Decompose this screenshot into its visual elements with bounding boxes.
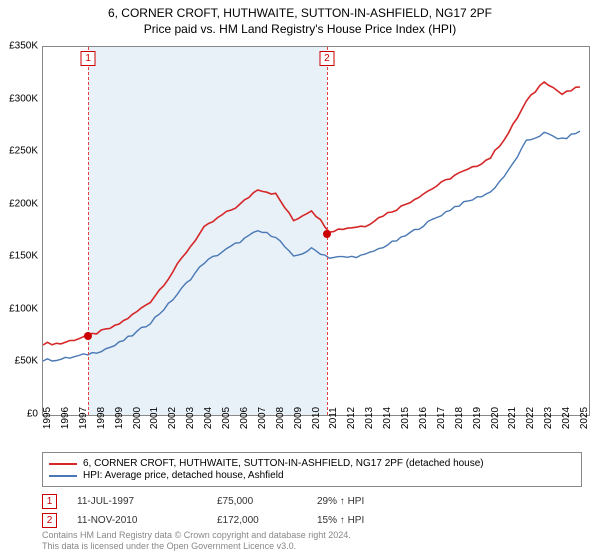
x-tick-label: 2023 xyxy=(543,407,554,429)
event-vline xyxy=(88,47,89,415)
event-marker-dot xyxy=(323,230,331,238)
legend-item: HPI: Average price, detached house, Ashf… xyxy=(49,470,575,481)
x-tick-label: 2007 xyxy=(257,407,268,429)
legend-label: 6, CORNER CROFT, HUTHWAITE, SUTTON-IN-AS… xyxy=(83,458,484,469)
x-axis: 1995199619971998199920002001200220032004… xyxy=(42,416,590,456)
x-tick-label: 1999 xyxy=(114,407,125,429)
legend: 6, CORNER CROFT, HUTHWAITE, SUTTON-IN-AS… xyxy=(42,452,582,487)
x-tick-label: 2000 xyxy=(132,407,143,429)
transaction-price: £75,000 xyxy=(217,496,317,507)
chart-subtitle: Price paid vs. HM Land Registry's House … xyxy=(0,22,600,36)
x-tick-label: 2024 xyxy=(561,407,572,429)
plot-area: 12 xyxy=(42,46,590,416)
x-tick-label: 2009 xyxy=(293,407,304,429)
x-tick-label: 2008 xyxy=(275,407,286,429)
chart-title-address: 6, CORNER CROFT, HUTHWAITE, SUTTON-IN-AS… xyxy=(0,6,600,20)
x-tick-label: 2020 xyxy=(490,407,501,429)
line-series-svg xyxy=(43,47,589,415)
series-price_paid xyxy=(43,82,580,345)
transaction-date: 11-NOV-2010 xyxy=(77,515,217,526)
x-tick-label: 2012 xyxy=(346,407,357,429)
x-tick-label: 1998 xyxy=(96,407,107,429)
x-tick-label: 2018 xyxy=(454,407,465,429)
y-tick-label: £0 xyxy=(27,409,38,420)
transaction-price: £172,000 xyxy=(217,515,317,526)
y-tick-label: £200K xyxy=(9,198,38,209)
y-tick-label: £350K xyxy=(9,41,38,52)
x-tick-label: 2010 xyxy=(311,407,322,429)
transaction-list: 1 11-JUL-1997 £75,000 29% ↑ HPI 2 11-NOV… xyxy=(42,490,582,532)
y-tick-label: £150K xyxy=(9,251,38,262)
x-tick-label: 1995 xyxy=(42,407,53,429)
transaction-delta: 15% ↑ HPI xyxy=(317,515,582,526)
transaction-delta: 29% ↑ HPI xyxy=(317,496,582,507)
legend-label: HPI: Average price, detached house, Ashf… xyxy=(83,470,284,481)
x-tick-label: 2003 xyxy=(185,407,196,429)
x-tick-label: 2005 xyxy=(221,407,232,429)
x-tick-label: 2001 xyxy=(149,407,160,429)
event-marker-box: 1 xyxy=(81,51,96,66)
x-tick-label: 2025 xyxy=(579,407,590,429)
x-tick-label: 2013 xyxy=(364,407,375,429)
footer-line: Contains HM Land Registry data © Crown c… xyxy=(42,530,582,541)
event-marker-box: 2 xyxy=(319,51,334,66)
y-axis: £0£50K£100K£150K£200K£250K£300K£350K xyxy=(0,46,42,416)
x-tick-label: 2019 xyxy=(472,407,483,429)
x-tick-label: 2021 xyxy=(507,407,518,429)
transaction-row: 1 11-JUL-1997 £75,000 29% ↑ HPI xyxy=(42,494,582,509)
event-marker-dot xyxy=(84,332,92,340)
legend-item: 6, CORNER CROFT, HUTHWAITE, SUTTON-IN-AS… xyxy=(49,458,575,469)
x-tick-label: 2016 xyxy=(418,407,429,429)
x-tick-label: 2022 xyxy=(525,407,536,429)
legend-swatch xyxy=(49,463,77,465)
transaction-date: 11-JUL-1997 xyxy=(77,496,217,507)
x-tick-label: 1997 xyxy=(78,407,89,429)
x-tick-label: 2017 xyxy=(436,407,447,429)
series-hpi xyxy=(43,131,580,361)
y-tick-label: £50K xyxy=(15,356,38,367)
x-tick-label: 1996 xyxy=(60,407,71,429)
x-tick-label: 2014 xyxy=(382,407,393,429)
x-tick-label: 2006 xyxy=(239,407,250,429)
y-tick-label: £300K xyxy=(9,93,38,104)
x-tick-label: 2011 xyxy=(328,407,339,429)
y-tick-label: £250K xyxy=(9,146,38,157)
chart-container: 6, CORNER CROFT, HUTHWAITE, SUTTON-IN-AS… xyxy=(0,0,600,560)
y-tick-label: £100K xyxy=(9,303,38,314)
x-tick-label: 2004 xyxy=(203,407,214,429)
attribution-footer: Contains HM Land Registry data © Crown c… xyxy=(42,530,582,553)
legend-swatch xyxy=(49,475,77,477)
footer-line: This data is licensed under the Open Gov… xyxy=(42,541,582,552)
x-tick-label: 2002 xyxy=(167,407,178,429)
title-block: 6, CORNER CROFT, HUTHWAITE, SUTTON-IN-AS… xyxy=(0,0,600,36)
transaction-marker: 2 xyxy=(42,513,57,528)
transaction-marker: 1 xyxy=(42,494,57,509)
transaction-row: 2 11-NOV-2010 £172,000 15% ↑ HPI xyxy=(42,513,582,528)
x-tick-label: 2015 xyxy=(400,407,411,429)
